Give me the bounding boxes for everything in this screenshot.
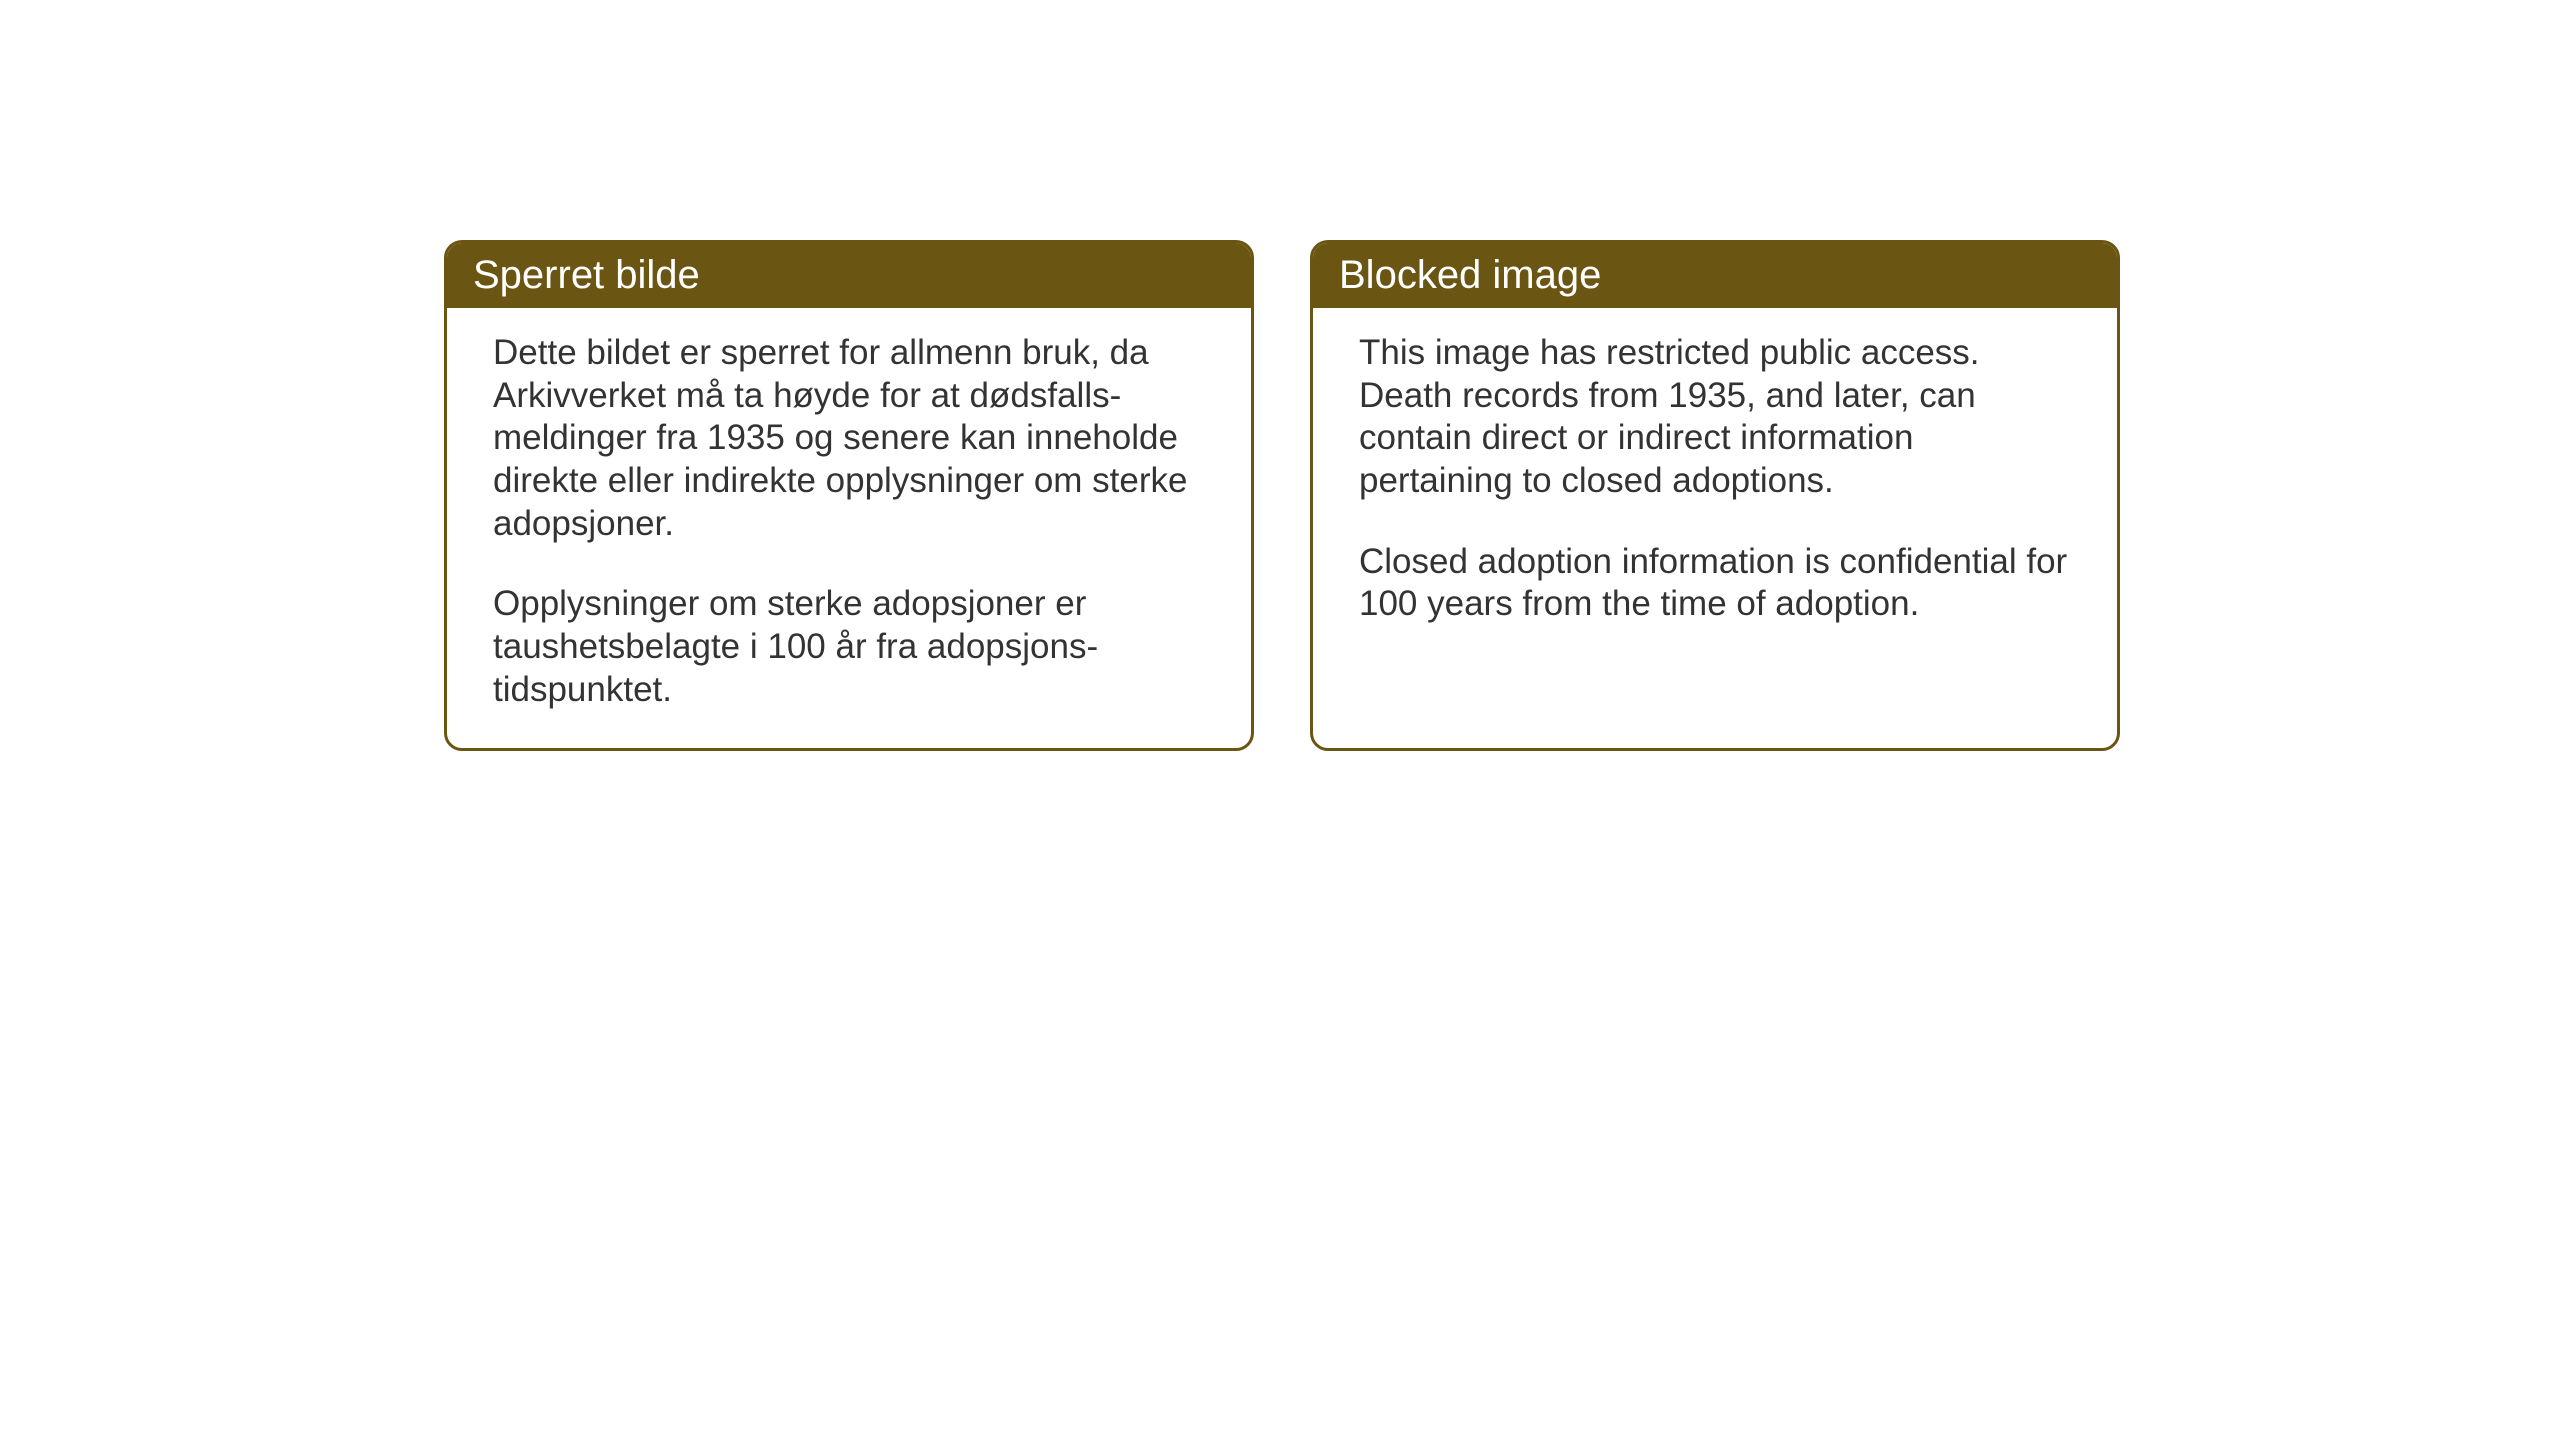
card-paragraph-1-english: This image has restricted public access.…	[1359, 332, 2071, 503]
notice-card-norwegian: Sperret bilde Dette bildet er sperret fo…	[444, 240, 1254, 751]
card-body-norwegian: Dette bildet er sperret for allmenn bruk…	[447, 308, 1251, 748]
card-body-english: This image has restricted public access.…	[1313, 308, 2117, 662]
card-title-norwegian: Sperret bilde	[473, 253, 700, 297]
card-paragraph-2-english: Closed adoption information is confident…	[1359, 541, 2071, 626]
notice-cards-container: Sperret bilde Dette bildet er sperret fo…	[444, 240, 2120, 751]
notice-card-english: Blocked image This image has restricted …	[1310, 240, 2120, 751]
card-paragraph-2-norwegian: Opplysninger om sterke adopsjoner er tau…	[493, 583, 1205, 711]
card-header-english: Blocked image	[1313, 243, 2117, 308]
card-header-norwegian: Sperret bilde	[447, 243, 1251, 308]
card-paragraph-1-norwegian: Dette bildet er sperret for allmenn bruk…	[493, 332, 1205, 545]
card-title-english: Blocked image	[1339, 253, 1601, 297]
